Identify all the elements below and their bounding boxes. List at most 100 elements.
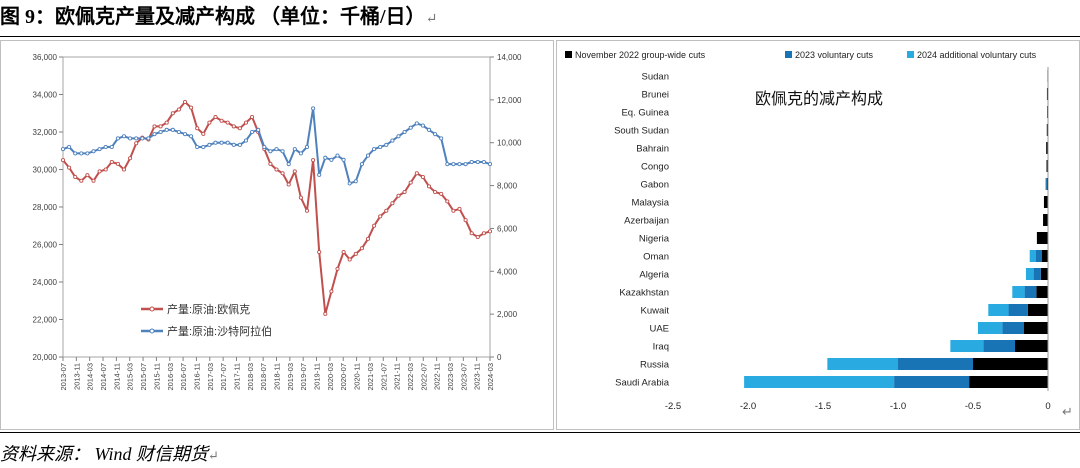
saudi-data-point [121,134,127,139]
bar-segment-2023-voluntary [894,376,970,388]
x-tick-label: 2014-07 [99,363,108,391]
x-tick-label: -0.5 [965,401,981,412]
bar-segment-nov-2022 [1046,178,1048,190]
category-label: Saudi Arabia [615,378,670,389]
left-y-tick-label: 32,000 [33,128,58,137]
x-tick-label: 2014-11 [112,363,121,390]
x-tick-label: 2022-07 [419,363,428,391]
bar-segment-nov-2022 [1043,214,1048,226]
saudi-data-point [213,140,218,145]
right-y-tick-label: 0 [497,353,502,362]
opec-data-point [439,191,444,196]
x-tick-label: 2017-11 [232,363,241,390]
x-tick-label: 2018-03 [246,363,255,391]
saudi-data-point [79,151,84,156]
opec-data-point [469,231,474,236]
saudi-data-point [487,162,493,167]
saudi-data-point [219,140,224,145]
opec-data-point [274,167,279,172]
bar-segment-nov-2022 [1042,250,1048,262]
opec-data-point [359,246,364,251]
saudi-data-point [280,149,285,154]
category-label: Iraq [653,342,669,353]
saudi-data-point [408,125,413,130]
category-label: Kuwait [640,306,669,317]
opec-data-point [463,218,468,223]
bar-segment-2023-voluntary [1008,304,1028,316]
left-y-tick-label: 28,000 [33,203,58,212]
left-y-tick-label: 20,000 [33,353,58,362]
opec-data-point [225,120,230,125]
bar-segment-nov-2022 [1024,322,1048,334]
bottom-rule [0,432,1080,433]
opec-data-point [451,208,456,213]
saudi-data-point [304,144,310,150]
opec-data-point [323,311,328,316]
legend-label: 产量:原油:沙特阿拉伯 [167,324,272,338]
saudi-data-point [341,157,346,162]
saudi-data-point [158,129,163,135]
saudi-data-point [97,147,102,152]
opec-data-point [304,208,310,213]
opec-data-point [207,120,212,125]
x-tick-label: 2019-07 [299,363,308,391]
opec-cuts-chart-panel: November 2022 group-wide cuts 2023 volunt… [556,40,1080,430]
bar-segment-nov-2022 [1046,124,1048,136]
saudi-data-point [152,132,157,137]
saudi-data-point [128,136,133,141]
opec-data-point [152,124,157,129]
opec-production-chart-panel: 20,000 22,000 24,000 26,000 28,000 30,000 32,0… [0,40,554,430]
opec-data-point [201,131,206,136]
x-tick-label: 2019-03 [286,363,295,391]
x-tick-label: 2020-07 [339,363,348,391]
opec-data-point [481,231,486,236]
saudi-data-point [207,142,212,147]
bar-segment-nov-2022 [1046,88,1048,100]
opec-data-point [213,114,218,120]
bar-segment-2023-voluntary [1024,286,1037,298]
saudi-data-point [439,136,444,141]
x-tick-label: 2021-03 [366,363,375,391]
opec-data-point [85,173,90,178]
right-y-tick-label: 14,000 [497,53,522,62]
saudi-data-point [109,144,114,150]
category-label: Russia [640,360,670,371]
category-label: UAE [649,324,669,335]
opec-data-point [97,169,102,174]
saudi-data-point [237,142,242,147]
saudi-data-point [140,136,145,141]
saudi-data-point [463,162,468,167]
opec-data-point [91,178,96,183]
saudi-data-point [317,172,322,177]
category-label: Eq. Guinea [621,108,669,119]
opec-data-point [158,124,163,129]
saudi-data-point [298,151,303,156]
opec-data-point [292,169,297,174]
saudi-data-point [274,147,279,152]
bar-segment-2024-additional [1025,268,1034,280]
bar-segment-nov-2022 [1015,340,1048,352]
bar-segment-nov-2022 [1036,286,1048,298]
bar-segment-2023-voluntary [1002,322,1024,334]
saudi-data-point [91,149,96,154]
opec-data-point [268,161,273,166]
opec-data-point [384,208,389,213]
category-label: Gabon [640,180,669,191]
saudi-data-point [85,151,90,156]
saudi-data-point [365,153,371,158]
saudi-data-point [329,157,334,162]
opec-data-point [109,159,114,165]
opec-data-point [433,189,438,195]
opec-data-point [103,167,108,172]
legend-swatch [907,51,914,58]
category-label: Sudan [642,72,669,83]
saudi-data-point [311,106,316,111]
left-y-tick-label: 30,000 [33,166,58,175]
saudi-data-point [268,149,273,154]
saudi-data-point [286,162,291,167]
opec-data-point [420,174,425,180]
bar-segment-2023-voluntary [1036,250,1042,262]
opec-data-point [189,105,194,110]
opec-data-point [60,158,66,163]
saudi-data-point [115,136,120,141]
